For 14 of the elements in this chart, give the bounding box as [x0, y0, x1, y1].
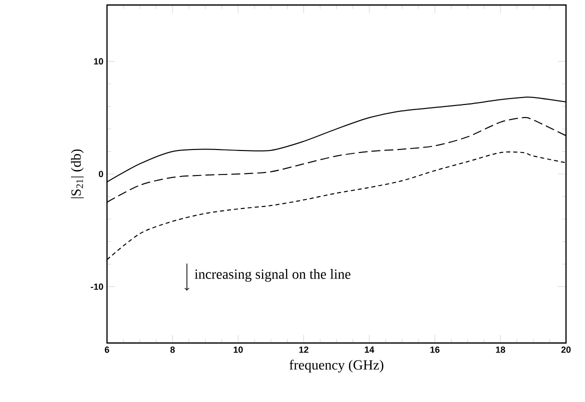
x-tick-label: 16 — [430, 346, 440, 353]
y-axis-title: |S$_{21}$| (db) — [70, 149, 84, 198]
x-tick-label: 20 — [561, 346, 571, 353]
x-tick-label: 14 — [364, 346, 374, 353]
x-tick-label: 12 — [299, 346, 308, 353]
x-tick-label: 10 — [234, 346, 243, 353]
y-tick-label: -10 — [90, 283, 104, 290]
x-tick-label: 18 — [496, 346, 506, 353]
y-tick-label: 10 — [94, 58, 104, 65]
x-axis-title: frequency (GHz) — [289, 360, 384, 373]
x-tick-label: 8 — [170, 346, 175, 353]
y-tick-label: 0 — [98, 170, 104, 178]
annotation: increasing signal on the line — [194, 269, 350, 282]
x-tick-label: 6 — [104, 346, 110, 353]
